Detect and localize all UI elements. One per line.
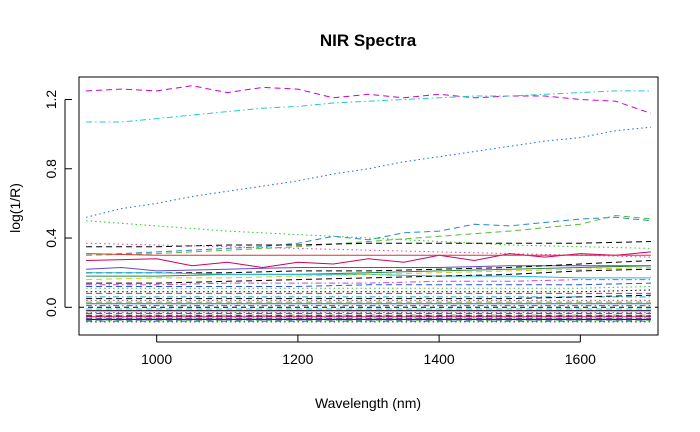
series-line-10 (86, 253, 651, 256)
series-line-1 (86, 85, 652, 114)
series-line-12 (86, 260, 651, 274)
plot-frame (78, 76, 659, 336)
x-axis: 1000 1200 1400 1600 (141, 335, 596, 367)
y-tick-label: 1.2 (43, 90, 59, 110)
series-line-23 (86, 294, 651, 300)
series-line-17 (86, 279, 651, 286)
x-tick-label: 1600 (565, 351, 596, 367)
series-line-18 (86, 282, 651, 287)
x-tick-label: 1200 (282, 351, 313, 367)
series-line-2 (86, 90, 651, 123)
series-line-5 (86, 216, 651, 256)
series-line-3 (85, 126, 651, 218)
x-tick-label: 1400 (424, 351, 455, 367)
y-tick-label: 0.8 (43, 159, 59, 179)
chart-title: NIR Spectra (320, 31, 417, 50)
series-group (85, 85, 652, 323)
series-line-15 (86, 267, 651, 281)
series-line-4 (86, 220, 651, 249)
x-axis-label: Wavelength (nm) (315, 395, 421, 411)
series-line-13 (86, 265, 651, 277)
x-tick-label: 1000 (141, 351, 172, 367)
series-line-16 (86, 268, 651, 284)
series-line-7 (86, 241, 651, 248)
y-axis-label: log(1/R) (7, 183, 23, 233)
series-line-6 (86, 214, 651, 256)
series-line-11 (86, 265, 651, 272)
series-line-20 (86, 289, 651, 293)
y-axis: 0.0 0.4 0.8 1.2 (43, 90, 72, 317)
y-tick-label: 0.4 (43, 228, 59, 248)
y-tick-label: 0.0 (43, 297, 59, 317)
